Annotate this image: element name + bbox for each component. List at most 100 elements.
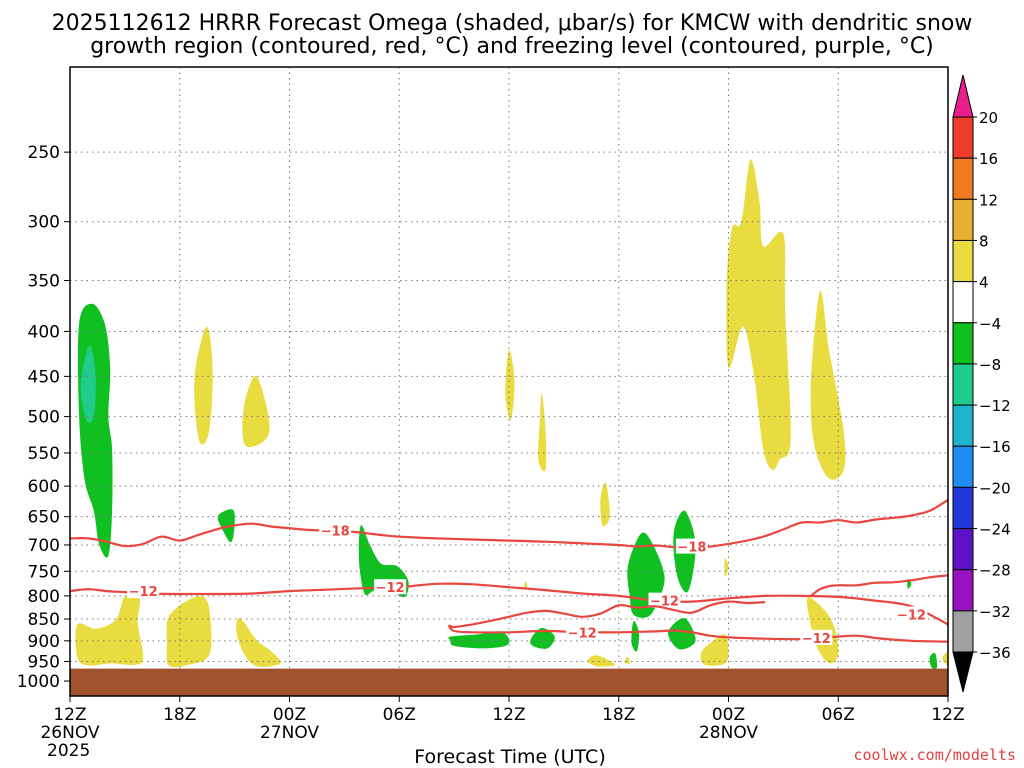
- colorbar: 20 16 12 8 4 −4 −8 −12 −16 −20 −24 −28 −32 −36: [952, 74, 1011, 693]
- colorbar-label: −24: [979, 521, 1011, 539]
- y-tick-label: 300: [28, 213, 60, 233]
- colorbar-label: 16: [979, 150, 998, 168]
- y-tick-label: 700: [28, 536, 60, 556]
- omega-region: [80, 345, 96, 423]
- y-tick-label: 350: [28, 272, 60, 292]
- omega-region: [523, 581, 528, 589]
- y-tick-label: 600: [28, 477, 60, 497]
- omega-region: [810, 290, 846, 480]
- colorbar-cell: [952, 569, 974, 612]
- y-axis-ticks: 2503003504004505005506006507007508008509…: [17, 143, 70, 692]
- colorbar-cell: [952, 610, 974, 653]
- colorbar-cell: [952, 363, 974, 406]
- colorbar-cell: [952, 157, 974, 200]
- x-tick-date: 26NOV: [40, 723, 99, 743]
- colorbar-cell: [952, 445, 974, 488]
- contour-label-bg: [800, 629, 833, 645]
- colorbar-cell: [952, 116, 974, 159]
- temperature-contour: [448, 600, 766, 629]
- colorbar-cell: [952, 281, 974, 324]
- colorbar-label: 4: [979, 274, 989, 292]
- temperature-contour: [447, 624, 949, 643]
- y-tick-label: 750: [28, 562, 60, 582]
- colorbar-label: −4: [979, 315, 1001, 333]
- omega-region: [505, 349, 515, 421]
- omega-region: [624, 656, 630, 664]
- site-credit: coolwx.com/modelts: [853, 746, 1016, 764]
- y-tick-label: 650: [28, 508, 60, 528]
- omega-region: [217, 509, 235, 543]
- omega-region: [448, 631, 510, 649]
- colorbar-label: 12: [979, 191, 998, 209]
- colorbar-label: −16: [979, 438, 1011, 456]
- y-tick-label: 850: [28, 610, 60, 630]
- colorbar-cell: [952, 198, 974, 241]
- colorbar-label: 20: [979, 109, 998, 127]
- contour-label-bg: [895, 606, 928, 622]
- y-tick-label: 950: [28, 652, 60, 672]
- colorbar-cell: [952, 486, 974, 530]
- contour-label: −12: [802, 632, 831, 647]
- colorbar-label: 8: [979, 232, 989, 250]
- omega-region: [726, 159, 791, 471]
- omega-region: [600, 482, 610, 527]
- x-tick-label: 12Z: [492, 705, 525, 725]
- y-tick-label: 400: [28, 322, 60, 342]
- y-tick-label: 900: [28, 632, 60, 652]
- below-ground-surface: [70, 668, 948, 696]
- omega-region: [358, 525, 409, 598]
- contour-label-bg: [675, 538, 708, 554]
- contour-label: −12: [897, 609, 926, 624]
- x-tick-label: 06Z: [383, 705, 416, 725]
- x-tick-label: 00Z: [273, 705, 306, 725]
- x-tick-label: 12Z: [53, 705, 86, 725]
- omega-region: [538, 392, 547, 472]
- contour-label: −18: [677, 541, 706, 556]
- x-tick-label: 12Z: [931, 705, 964, 725]
- colorbar-label: −36: [979, 644, 1011, 662]
- x-axis-label: Forecast Time (UTC): [414, 746, 605, 768]
- omega-region: [724, 558, 729, 577]
- colorbar-cell: [952, 239, 974, 283]
- omega-region: [242, 375, 270, 448]
- colorbar-label: −12: [979, 397, 1011, 415]
- y-tick-label: 550: [28, 444, 60, 464]
- omega-region: [587, 655, 616, 667]
- omega-region: [194, 326, 213, 445]
- colorbar-cell: [952, 528, 974, 571]
- colorbar-cell: [952, 404, 974, 447]
- x-tick-label: 00Z: [712, 705, 745, 725]
- y-tick-label: 800: [28, 587, 60, 607]
- colorbar-bottom-arrow: [952, 651, 974, 693]
- colorbar-top-arrow: [952, 74, 974, 118]
- chart-title-line-2: growth region (contoured, red, °C) and f…: [90, 34, 934, 59]
- omega-region: [166, 596, 212, 668]
- contour-label: −12: [568, 626, 597, 641]
- colorbar-label: −8: [979, 356, 1001, 374]
- x-tick-year: 2025: [47, 741, 90, 761]
- contour-label: −12: [376, 581, 405, 596]
- contour-label: −18: [321, 525, 350, 540]
- surface-layer: [70, 668, 948, 696]
- temperature-contour: [69, 498, 949, 550]
- contour-label: −12: [129, 585, 158, 600]
- y-tick-label: 1000: [17, 672, 60, 692]
- x-tick-label: 18Z: [602, 705, 635, 725]
- omega-region: [236, 617, 281, 667]
- y-tick-label: 500: [28, 408, 60, 428]
- contour-label-bg: [127, 583, 160, 599]
- contour-label-bg: [319, 522, 352, 538]
- plot-area: −18−18−12 −12−12−12 −12−12: [69, 66, 949, 697]
- y-tick-label: 450: [28, 367, 60, 387]
- colorbar-label: −28: [979, 562, 1011, 580]
- colorbar-label: −32: [979, 603, 1011, 621]
- omega-region: [700, 634, 729, 666]
- omega-region: [929, 652, 938, 669]
- omega-region: [942, 652, 949, 666]
- colorbar-cell: [952, 322, 974, 365]
- contour-label-bg: [566, 624, 599, 640]
- colorbar-label: −20: [979, 479, 1011, 497]
- omega-region: [530, 627, 555, 649]
- contour-label-bg: [374, 579, 407, 595]
